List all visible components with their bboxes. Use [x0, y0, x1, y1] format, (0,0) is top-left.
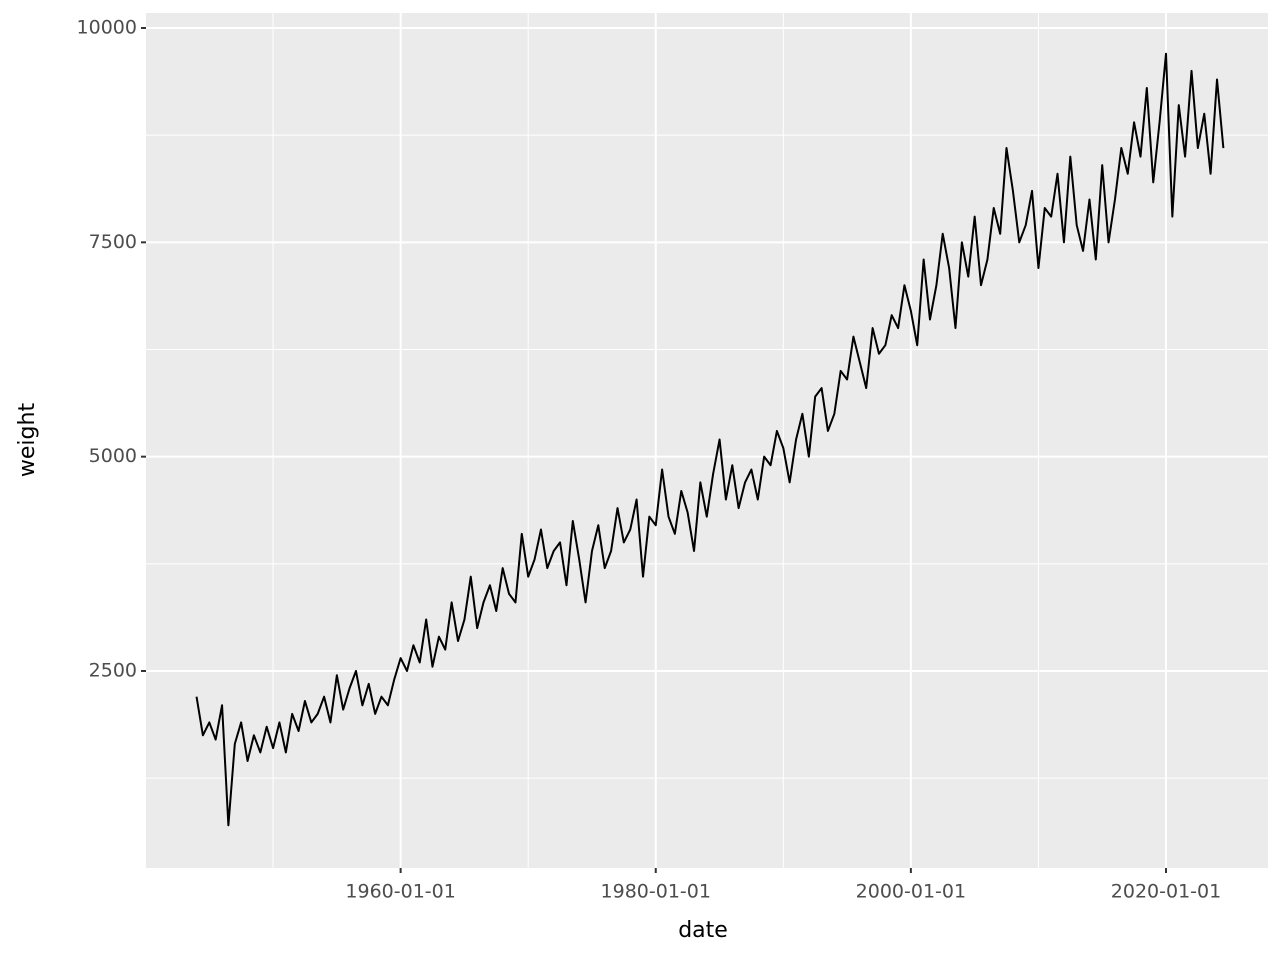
- y-tick-label: 7500: [89, 231, 137, 253]
- x-axis-title: date: [678, 918, 728, 943]
- y-axis-title: weight: [15, 403, 40, 478]
- x-tick-label: 1980-01-01: [601, 881, 711, 903]
- data-line: [195, 52, 1225, 827]
- panel: [146, 13, 1268, 868]
- x-tick-label: 2000-01-01: [856, 881, 966, 903]
- y-tick-label: 2500: [89, 659, 137, 681]
- x-tick-label: 1960-01-01: [345, 881, 455, 903]
- y-tick-label: 5000: [89, 445, 137, 467]
- y-tick-label: 10000: [77, 17, 137, 39]
- x-tick-label: 2020-01-01: [1111, 881, 1221, 903]
